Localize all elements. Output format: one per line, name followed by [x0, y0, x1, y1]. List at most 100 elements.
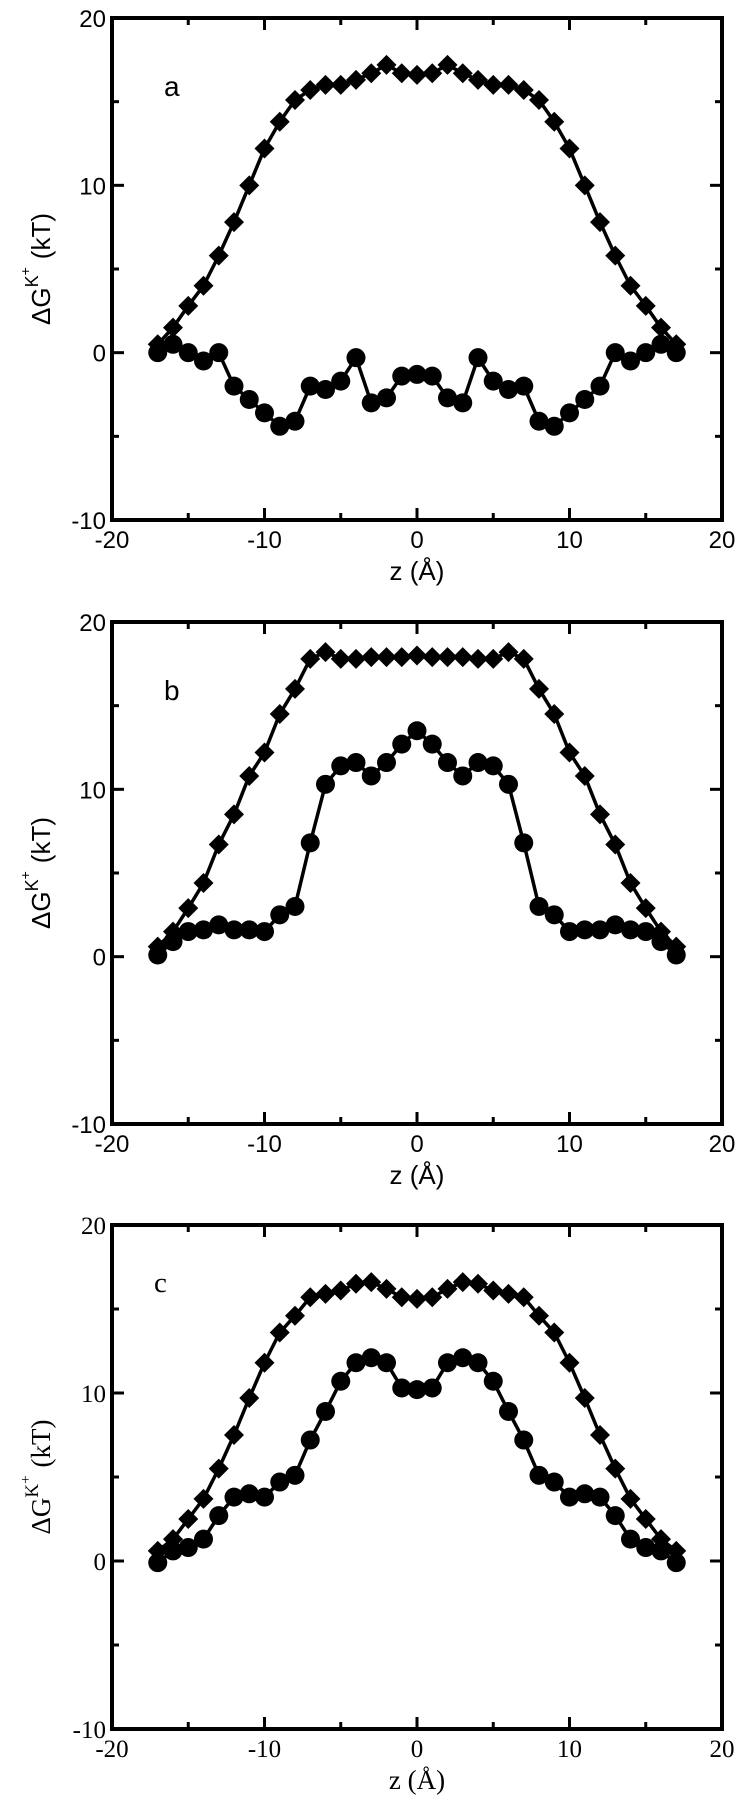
diamond-point — [254, 1352, 275, 1373]
diamond-point — [224, 1425, 244, 1445]
series-line-diamond — [156, 650, 678, 948]
circle-point — [544, 905, 564, 925]
circle-point — [300, 833, 320, 853]
diamond-point — [254, 742, 275, 763]
diamond-point — [208, 245, 229, 266]
circle-point — [178, 1538, 198, 1558]
circle-point — [590, 920, 610, 940]
y-axis-label-supsup: + — [18, 1475, 34, 1483]
circle-point — [575, 920, 595, 940]
circle-point — [270, 1472, 290, 1492]
x-tick-label: -10 — [247, 527, 282, 554]
diamond-point — [590, 804, 610, 825]
circle-point — [438, 1353, 457, 1373]
diamond-point — [605, 245, 626, 266]
circle-point — [239, 390, 259, 410]
circle-point — [560, 922, 579, 942]
diamond-point — [178, 898, 199, 919]
diamond-point — [468, 69, 488, 90]
y-axis-label-unit: (kT) — [26, 817, 56, 863]
circle-point — [316, 379, 335, 399]
diamond-point — [361, 63, 382, 84]
x-tick-label: 20 — [709, 1131, 736, 1158]
diamond-point — [361, 1272, 382, 1293]
x-tick-label: 10 — [556, 527, 583, 554]
y-axis-label-sup: K — [22, 879, 42, 891]
circle-point — [666, 1553, 686, 1573]
circle-point — [438, 388, 457, 408]
circle-point — [285, 1465, 305, 1485]
diamond-point — [468, 1273, 488, 1294]
circle-point — [438, 753, 457, 773]
circle-point — [148, 945, 168, 965]
circle-point — [148, 1553, 168, 1573]
diamond-point — [559, 742, 580, 763]
circle-point — [468, 753, 488, 773]
diamond-point — [422, 1287, 443, 1308]
diamond-point — [178, 1509, 199, 1529]
x-tick-label: 10 — [556, 1131, 583, 1158]
diamond-point — [178, 295, 199, 316]
diamond-point — [498, 1283, 519, 1304]
diamond-point — [269, 704, 290, 725]
circle-point — [560, 403, 579, 423]
circle-point — [514, 376, 534, 396]
circle-point — [255, 1487, 274, 1507]
circle-point — [163, 932, 183, 952]
circle-point — [605, 343, 625, 363]
circle-point — [636, 922, 656, 942]
diamond-point — [452, 647, 473, 668]
diamond-point — [163, 317, 183, 338]
diamond-point — [239, 175, 260, 196]
diamond-point — [574, 1388, 595, 1409]
y-axis-label: ΔGK+ (kT) — [18, 1419, 56, 1534]
diamond-point — [513, 79, 534, 100]
diamond-point — [193, 275, 214, 296]
diamond-point — [239, 765, 260, 786]
y-tick-label: 20 — [79, 6, 106, 33]
panel-label: b — [164, 675, 180, 706]
diamond-point — [346, 69, 366, 90]
diamond-point — [513, 1287, 534, 1308]
diamond-point — [407, 645, 427, 666]
diamond-point — [483, 648, 504, 669]
diamond-point — [193, 873, 214, 894]
circle-point — [514, 1430, 534, 1450]
diamond-point — [422, 647, 443, 668]
diamond-point — [498, 74, 519, 95]
circle-point — [605, 1506, 625, 1526]
circle-point — [346, 348, 366, 368]
diamond-point — [544, 111, 565, 132]
diamond-point — [224, 212, 244, 233]
diamond-point — [422, 63, 443, 84]
y-tick-label: 10 — [79, 173, 106, 200]
circle-point — [651, 932, 671, 952]
circle-point — [621, 351, 640, 371]
circle-point — [392, 366, 412, 386]
y-tick-label: 0 — [93, 945, 106, 972]
circle-point — [194, 1529, 213, 1549]
circle-point — [422, 734, 442, 754]
diamond-point — [529, 89, 549, 110]
series-line-diamond — [156, 1280, 678, 1553]
diamond-point — [315, 1283, 336, 1304]
circle-point — [499, 774, 518, 794]
diamond-point — [483, 74, 504, 95]
x-tick-label: 0 — [410, 1131, 423, 1158]
y-axis-label-main: ΔG — [26, 287, 56, 325]
diamond-point — [574, 765, 595, 786]
diamond-point — [391, 63, 412, 84]
circle-point — [651, 334, 671, 354]
diamond-point — [620, 275, 641, 296]
x-tick-label: 20 — [709, 527, 736, 554]
circle-point — [666, 343, 686, 363]
diamond-point — [635, 898, 656, 919]
circle-point — [270, 416, 290, 436]
circle-point — [377, 1353, 396, 1373]
circle-point — [407, 1380, 427, 1400]
circle-point — [361, 1348, 381, 1368]
circle-point — [621, 1529, 640, 1549]
diamond-point — [285, 1305, 305, 1326]
y-tick-label: 0 — [93, 341, 106, 368]
diamond-point — [407, 1288, 427, 1309]
